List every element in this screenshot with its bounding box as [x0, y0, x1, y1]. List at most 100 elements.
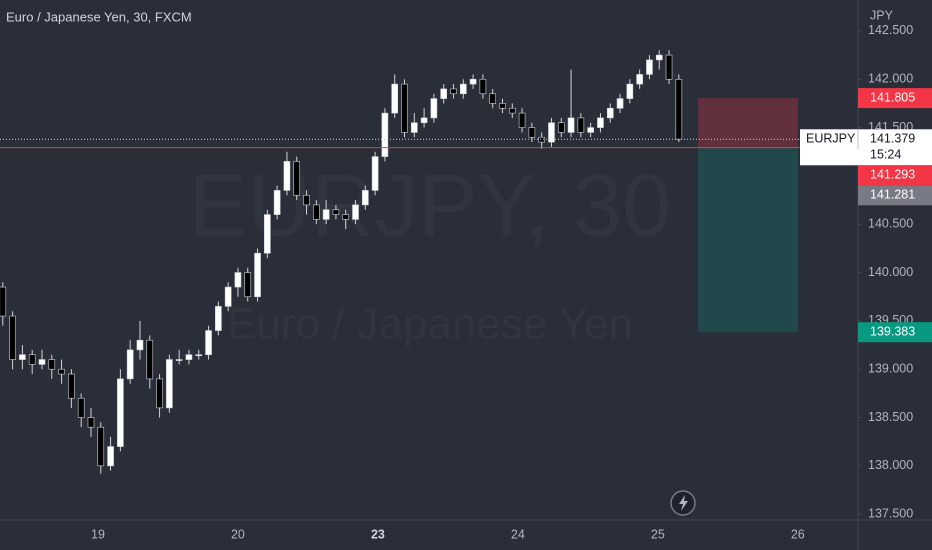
candle-body	[126, 349, 134, 380]
candle-body	[411, 122, 418, 133]
candle-body	[636, 74, 643, 85]
candle-body	[146, 339, 154, 380]
candle-body	[117, 378, 124, 447]
candle-body	[479, 78, 487, 95]
y-tick-label: 142.000	[868, 72, 913, 86]
price-label-box	[858, 165, 932, 186]
candle-body	[557, 122, 565, 133]
candle-body	[626, 83, 634, 99]
candle-body	[450, 88, 457, 95]
price-label-box	[858, 88, 932, 109]
candle-body	[303, 194, 310, 206]
candle-body	[215, 306, 222, 331]
candle-body	[518, 112, 526, 128]
icon-bolt	[679, 495, 688, 511]
candle-body	[401, 83, 408, 133]
candle-body	[224, 286, 232, 307]
candle-body	[28, 354, 36, 365]
candle-body	[675, 78, 683, 140]
y-tick-label: 142.500	[868, 23, 913, 37]
countdown-label: 15:24	[870, 148, 901, 162]
candle-body	[597, 117, 604, 128]
candle-body	[646, 59, 653, 75]
candle-body	[459, 83, 467, 95]
last-price-label: 141.379	[870, 132, 915, 146]
plot-area	[0, 50, 858, 474]
candle-body	[499, 103, 506, 109]
price-label: 141.805	[870, 90, 915, 104]
y-tick-label: 140.500	[868, 217, 913, 231]
candle-body	[195, 354, 203, 357]
y-tick-label: 138.500	[868, 410, 913, 424]
candle-body	[107, 446, 114, 467]
last-price-box	[800, 129, 932, 166]
candle-body	[332, 209, 340, 215]
candle-body	[0, 286, 7, 317]
candle-body	[97, 426, 105, 467]
candle-body	[185, 354, 193, 360]
candle-body	[430, 98, 438, 119]
candle-body	[655, 54, 663, 61]
x-tick-label: 19	[91, 527, 105, 541]
price-label-box	[858, 185, 932, 206]
y-tick-label: 140.000	[868, 265, 913, 279]
candle-body	[440, 88, 447, 99]
candle-body	[273, 190, 281, 215]
candle-body	[391, 83, 399, 114]
candle-body	[283, 161, 291, 191]
candle-body	[469, 78, 477, 85]
candle-body	[587, 127, 594, 133]
candle-body	[9, 315, 16, 360]
price-label: 141.293	[870, 168, 915, 182]
candle-body	[508, 107, 516, 114]
candle-body	[254, 252, 261, 298]
candle-body	[352, 204, 359, 220]
candle-body	[136, 339, 144, 351]
price-label: 139.383	[870, 324, 915, 338]
candle-body	[313, 204, 320, 220]
candle-body	[322, 209, 330, 220]
candle-body	[293, 161, 301, 196]
candle-body	[489, 93, 496, 104]
candle-body	[58, 368, 65, 375]
candle-body	[606, 107, 614, 119]
chart-title: Euro / Japanese Yen, 30, FXCM	[6, 9, 192, 24]
target-zone	[698, 147, 798, 333]
price-label-box	[858, 322, 932, 343]
replay-icon[interactable]	[670, 490, 696, 516]
candle-body	[538, 136, 545, 143]
candle-body	[342, 214, 350, 220]
x-tick-label: 25	[651, 527, 665, 541]
candle-body	[567, 117, 575, 133]
y-tick-label: 139.000	[868, 362, 913, 376]
candle-body	[264, 214, 271, 254]
price-label: 141.281	[870, 188, 915, 202]
x-tick-label: 20	[231, 527, 245, 541]
stop-zone	[698, 98, 798, 148]
currency-label: JPY	[870, 8, 894, 22]
x-tick-label: 26	[791, 527, 805, 541]
candle-body	[234, 272, 242, 288]
watermark-symbol: EURJPY, 30	[189, 155, 672, 254]
candle-body	[371, 156, 379, 191]
candle-body	[38, 359, 46, 365]
candle-body	[156, 378, 163, 409]
candle-body	[19, 354, 26, 360]
candle-body	[175, 359, 183, 361]
candle-body	[68, 373, 75, 399]
candle-body	[362, 190, 369, 206]
symbol-label: EURJPY	[806, 132, 856, 146]
candle-body	[87, 417, 95, 428]
candle-body	[166, 359, 173, 409]
y-tick-label: 137.500	[868, 506, 913, 520]
candle-body	[420, 117, 428, 124]
candle-body	[616, 98, 624, 109]
candle-body	[77, 397, 85, 418]
candle-body	[244, 272, 252, 298]
candle-body	[381, 112, 389, 157]
watermark-description: Euro / Japanese Yen	[227, 300, 633, 349]
candle-body	[528, 127, 536, 138]
y-tick-label: 138.000	[868, 458, 913, 472]
